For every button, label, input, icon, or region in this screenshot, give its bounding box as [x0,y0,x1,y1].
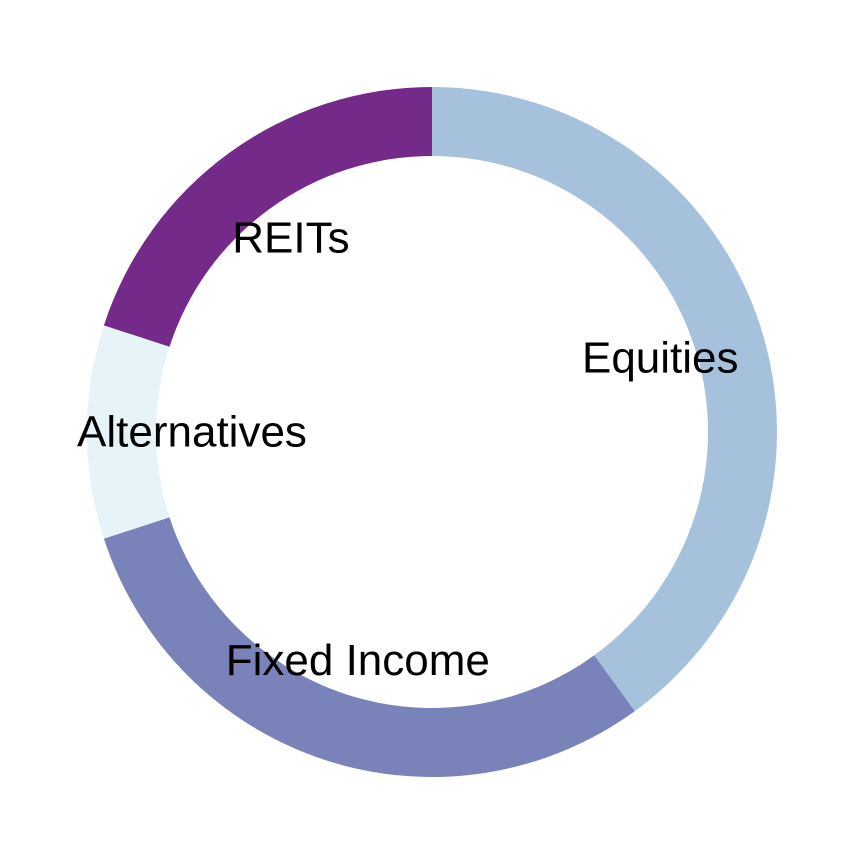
slice-fixed-income [103,517,635,777]
slice-label-alternatives: Alternatives [77,408,307,457]
slice-alternatives [86,325,170,539]
slice-label-fixed-income: Fixed Income [226,636,490,685]
slice-label-equities: Equities [582,333,739,382]
slice-label-reits: REITs [232,213,349,262]
labels-group: Equities Fixed Income Alternatives REITs [77,213,738,684]
slice-reits [103,87,432,347]
slices-group [86,87,777,777]
slice-equities [432,87,777,712]
